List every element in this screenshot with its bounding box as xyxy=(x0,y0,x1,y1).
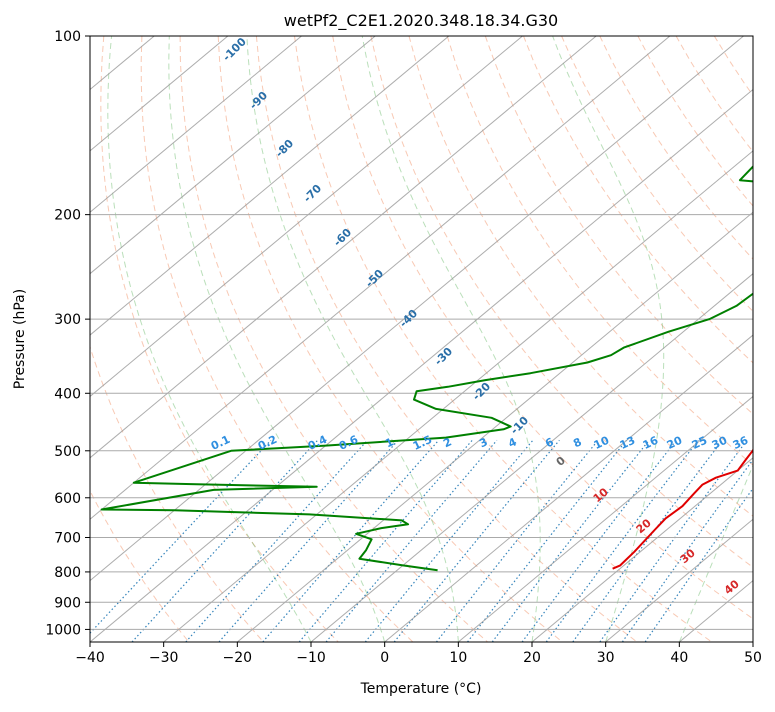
mixing-ratio-label: 0.6 xyxy=(337,433,360,453)
x-tick-label: −30 xyxy=(149,650,179,666)
mixing-ratio-label: 1.5 xyxy=(411,433,434,453)
isotherm xyxy=(458,36,775,642)
mixing-ratio-line xyxy=(132,440,318,642)
y-tick-label: 100 xyxy=(54,29,81,45)
mixing-ratio-line xyxy=(365,440,533,642)
y-tick-label: 800 xyxy=(54,565,81,581)
mixing-ratio-line xyxy=(326,440,497,642)
y-axis-label: Pressure (hPa) xyxy=(12,289,28,389)
plot-frame xyxy=(90,36,753,642)
y-tick-label: 600 xyxy=(54,491,81,507)
x-axis-label: Temperature (°C) xyxy=(360,681,482,697)
mixing-ratio-line xyxy=(299,440,472,642)
isotherm xyxy=(0,36,228,642)
mixing-ratio-label: 20 xyxy=(665,434,685,452)
x-tick-label: 30 xyxy=(597,650,615,666)
dry-adiabat-label: -90 xyxy=(247,89,270,112)
mixing-ratio-line xyxy=(546,440,698,642)
dry-adiabat xyxy=(752,36,775,642)
moist-adiabat xyxy=(362,36,540,642)
y-tick-label: 700 xyxy=(54,531,81,547)
x-tick-label: 40 xyxy=(670,650,688,666)
moist-adiabat xyxy=(247,36,458,642)
x-tick-label: 50 xyxy=(744,650,762,666)
moist-adiabat xyxy=(108,36,311,642)
y-tick-label: 500 xyxy=(54,444,81,460)
dry-adiabat xyxy=(562,36,775,642)
mixing-ratio-label: 6 xyxy=(543,435,556,450)
isotherm xyxy=(0,36,449,642)
isotherm xyxy=(0,36,596,642)
x-tick-label: −20 xyxy=(223,650,253,666)
dry-adiabat-label: -10 xyxy=(508,414,531,437)
isotherm xyxy=(0,36,375,642)
moist-adiabat-label: 30 xyxy=(678,546,698,566)
y-tick-label: 200 xyxy=(54,208,81,224)
dry-adiabat xyxy=(101,36,338,642)
x-tick-label: 20 xyxy=(523,650,541,666)
mixing-ratio-label: 36 xyxy=(731,434,751,452)
y-tick-label: 900 xyxy=(54,595,81,611)
isotherm xyxy=(0,36,302,642)
isotherm xyxy=(0,36,670,642)
mixing-ratio-line xyxy=(600,440,747,642)
x-tick-label: 0 xyxy=(380,650,389,666)
dry-adiabat-label: -50 xyxy=(363,267,386,290)
isotherm xyxy=(679,36,775,642)
dry-adiabat-label: -70 xyxy=(301,182,324,205)
dry-adiabat xyxy=(15,36,189,642)
mixing-ratio-label: 0.2 xyxy=(256,433,279,453)
mixing-ratio-label: 13 xyxy=(618,434,637,452)
dry-adiabat xyxy=(638,36,775,642)
mixing-ratio-label: 3 xyxy=(477,435,489,450)
dry-adiabat-label: -80 xyxy=(273,137,296,160)
x-tick-label: 10 xyxy=(449,650,467,666)
isotherm xyxy=(0,36,523,642)
isotherm xyxy=(237,36,775,642)
temperature-profile-line xyxy=(613,36,775,569)
isotherm xyxy=(753,36,775,642)
dry-adiabat-label: -30 xyxy=(432,345,455,368)
dry-adiabat xyxy=(447,36,775,642)
moist-adiabat xyxy=(169,36,385,642)
mixing-ratio-label: 25 xyxy=(690,434,709,452)
mixing-ratio-label: 4 xyxy=(506,435,519,450)
mixing-ratio-label: 0.1 xyxy=(209,433,232,453)
mixing-ratio-label: 30 xyxy=(710,434,730,452)
y-tick-label: 400 xyxy=(54,386,81,402)
dry-adiabat-label: -60 xyxy=(331,226,354,249)
y-tick-label: 1000 xyxy=(45,622,81,638)
x-tick-label: −40 xyxy=(75,650,105,666)
mixing-ratio-label: 10 xyxy=(592,434,612,452)
chart-title: wetPf2_C2E1.2020.348.18.34.G30 xyxy=(284,11,558,31)
isotherm xyxy=(385,36,775,642)
mixing-ratio-label: 8 xyxy=(571,435,583,450)
moist-adiabat-label: 0 xyxy=(554,454,568,469)
dry-adiabat xyxy=(714,36,775,642)
x-tick-label: −10 xyxy=(296,650,326,666)
mixing-ratio-line xyxy=(468,440,627,642)
mixing-ratio-line xyxy=(573,440,723,642)
mixing-ratio-label: 0.4 xyxy=(306,433,329,453)
moist-adiabat-label: 40 xyxy=(722,577,742,597)
isotherm xyxy=(0,36,7,642)
moist-adiabat xyxy=(679,36,775,642)
dry-adiabat xyxy=(141,36,413,642)
mixing-ratio-line xyxy=(82,440,271,642)
dry-adiabat xyxy=(256,36,637,642)
y-tick-label: 300 xyxy=(54,312,81,328)
